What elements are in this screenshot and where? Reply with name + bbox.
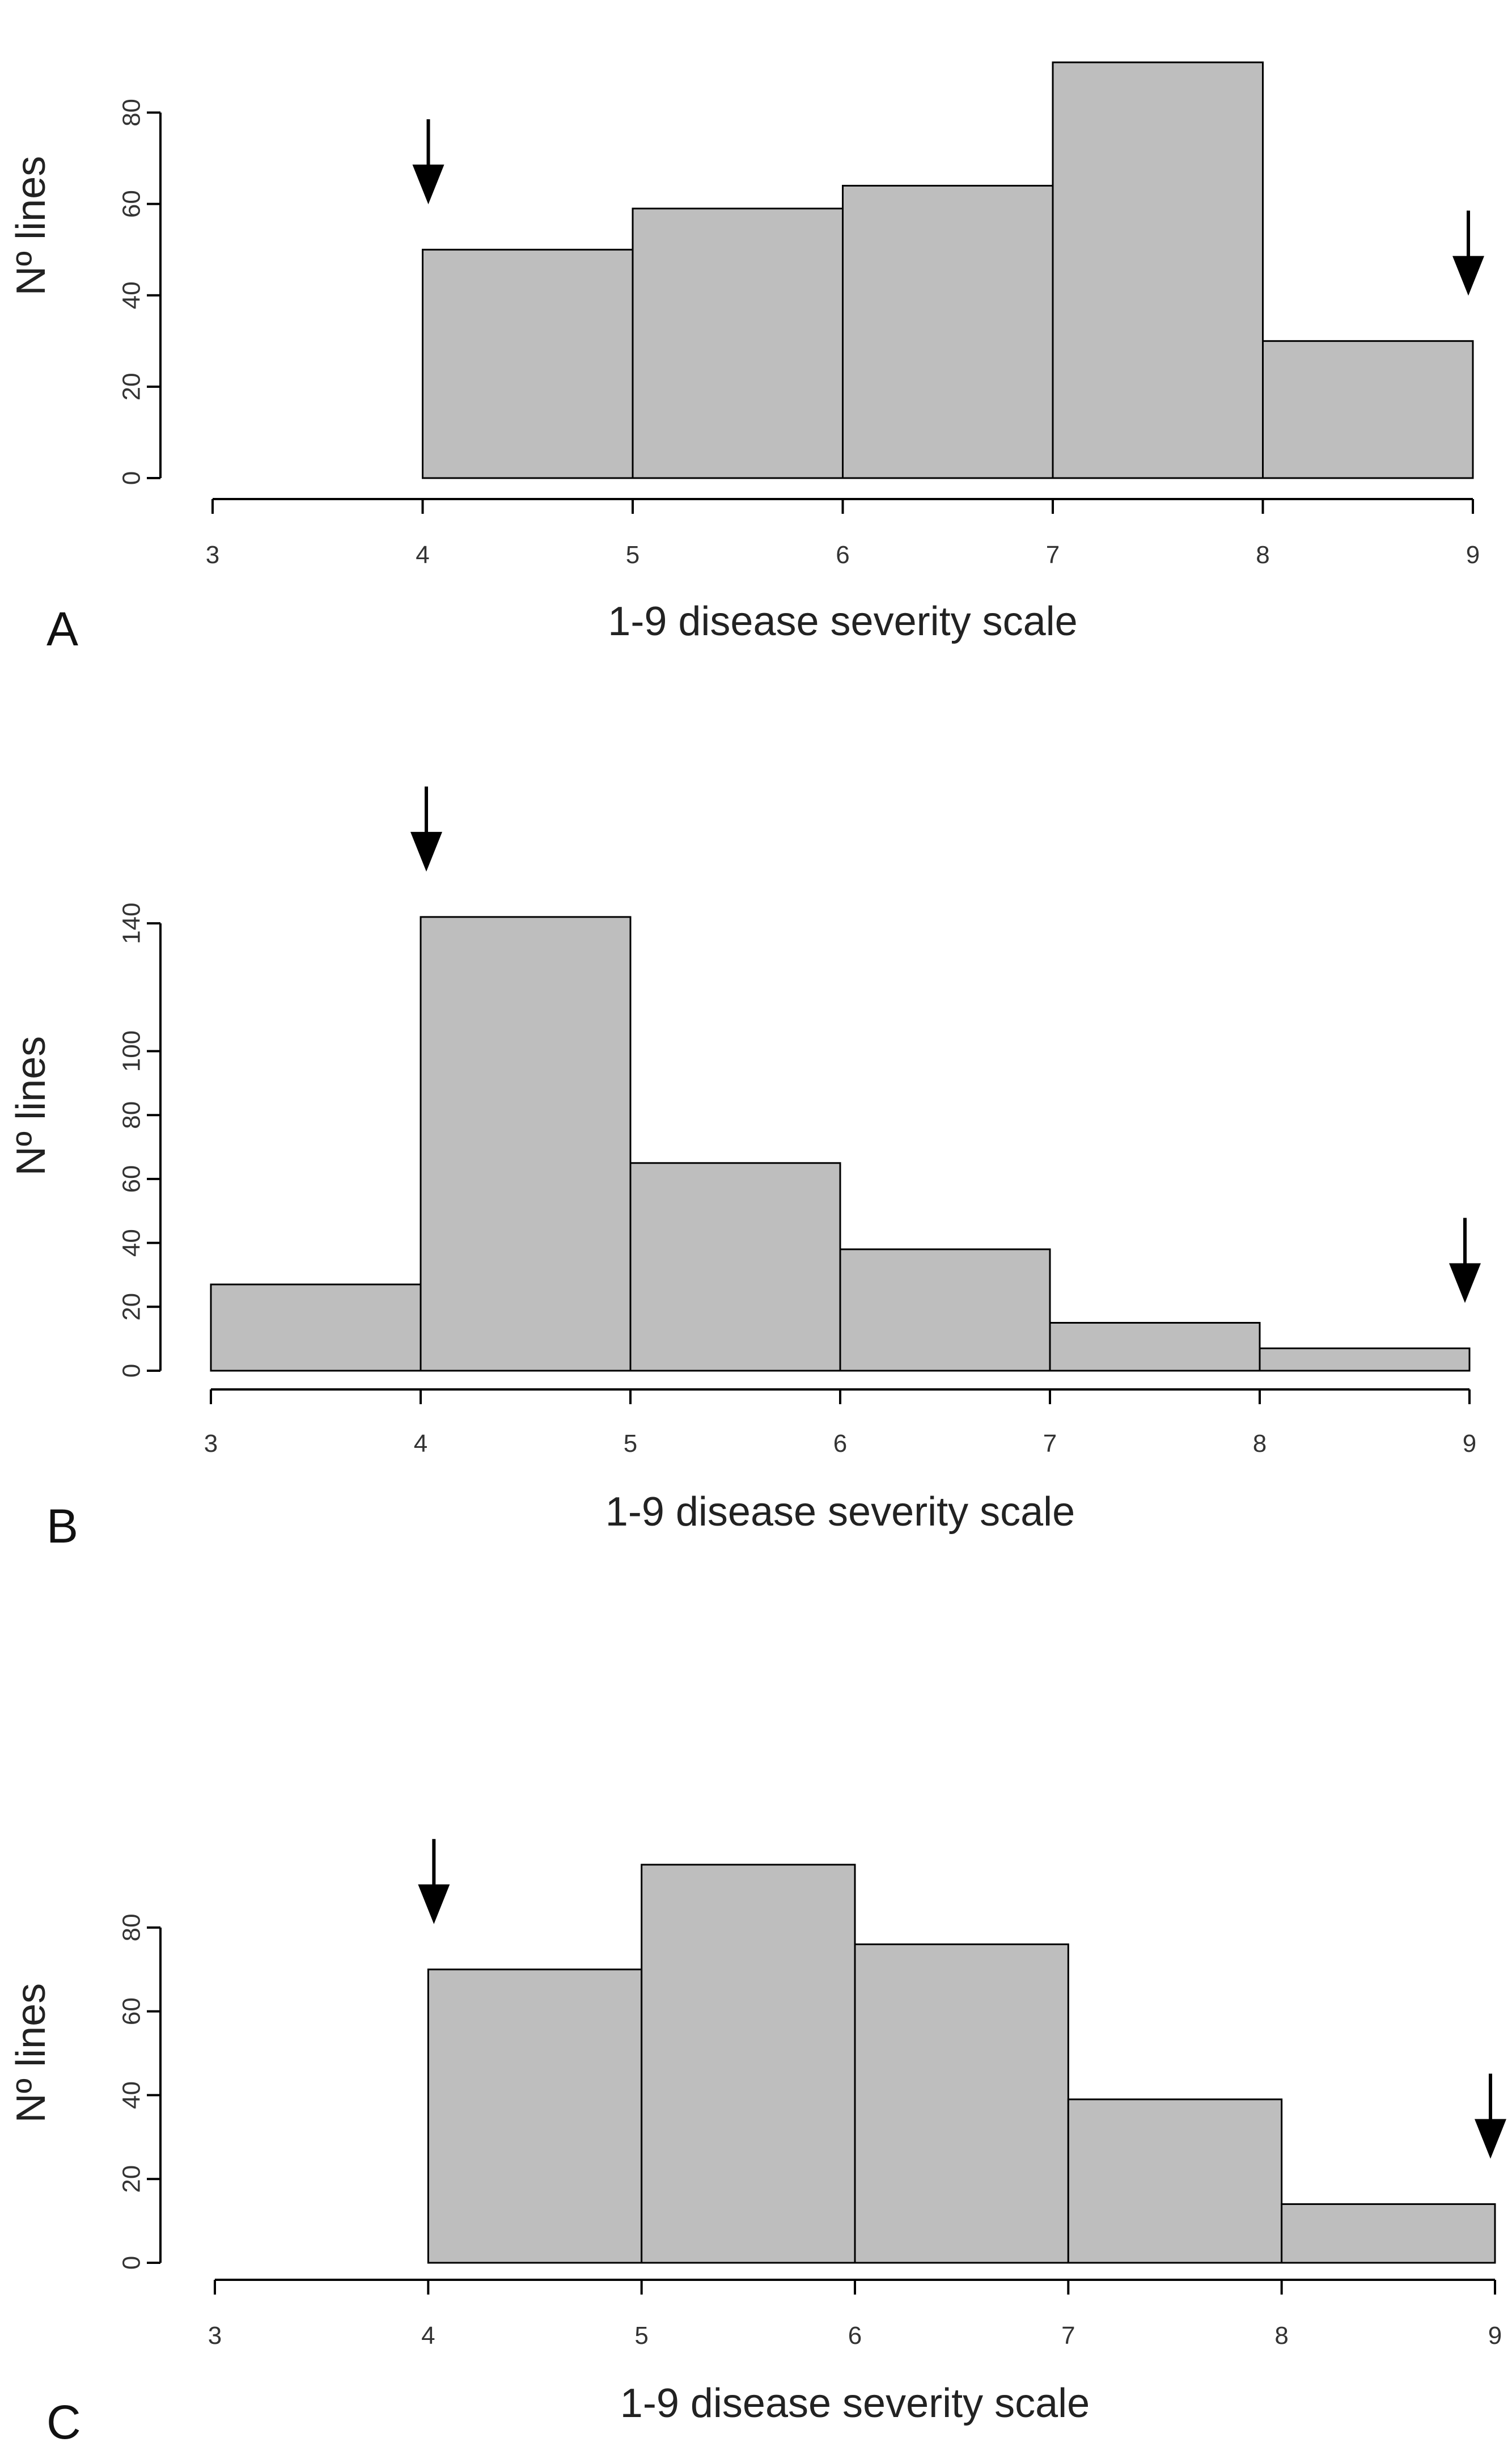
x-tick-label: 3	[204, 1430, 218, 1457]
arrow-marker-4	[410, 786, 442, 872]
x-tick-label: 6	[848, 2322, 862, 2350]
y-tick-label: 0	[118, 1364, 146, 1378]
x-tick-label: 5	[626, 541, 639, 569]
bar-5-6	[629, 1162, 841, 1372]
y-tick-label: 60	[118, 190, 146, 218]
bar-3-4	[210, 1283, 422, 1372]
histogram-panel-a: 0 20 40 60 80 3 4 5 6 7 8 9 1-9 disease severity sca…	[9, 61, 1484, 656]
histogram-panel-b: 0 20 40 60 80 100 140 3 4 5 6 7 8 9 1-9 disease severi…	[9, 786, 1481, 1553]
bar-8-9	[1262, 340, 1474, 479]
x-tick-label: 8	[1274, 2322, 1288, 2350]
y-tick-label: 40	[118, 1229, 146, 1257]
x-tick-label: 3	[208, 2322, 222, 2350]
y-tick-label: 80	[118, 1913, 146, 1941]
x-tick-label: 4	[416, 541, 429, 569]
bar-7-8	[1052, 61, 1264, 479]
y-tick-label: 60	[118, 1997, 146, 2025]
y-axis-title: Nº lines	[9, 1983, 54, 2123]
bar-4-5	[422, 248, 634, 479]
y-tick-label: 40	[118, 2081, 146, 2109]
x-tick-label: 4	[421, 2322, 435, 2350]
bar-7-8	[1049, 1321, 1261, 1372]
y-axis-title: Nº lines	[9, 1036, 54, 1176]
y-axis-title: Nº lines	[9, 156, 54, 295]
bar-6-7	[842, 184, 1054, 479]
y-tick-label: 40	[118, 281, 146, 309]
panel-label: B	[46, 1499, 78, 1553]
x-axis-title: 1-9 disease severity scale	[608, 599, 1077, 644]
y-tick-label: 100	[118, 1030, 146, 1072]
panel-label: A	[46, 602, 78, 656]
histogram-panel-c: 0 20 40 60 80 3 4 5 6 7 8 9 1-9 disease severity sca…	[9, 1839, 1506, 2442]
y-tick-label: 80	[118, 1101, 146, 1129]
bar-8-9	[1281, 2203, 1496, 2264]
y-tick-label: 0	[118, 471, 146, 485]
panel-label: C	[46, 2395, 81, 2442]
y-tick-label: 60	[118, 1165, 146, 1193]
bar-5-6	[632, 208, 844, 479]
x-tick-label: 5	[624, 1430, 637, 1457]
arrow-marker-9	[1449, 1218, 1481, 1303]
x-axis-title: 1-9 disease severity scale	[605, 1489, 1075, 1535]
x-tick-label: 6	[833, 1430, 847, 1457]
y-tick-label: 20	[118, 373, 146, 400]
y-tick-label: 0	[118, 2256, 146, 2270]
arrow-marker-4	[412, 119, 444, 205]
bar-5-6	[641, 1864, 856, 2264]
y-tick-label: 20	[118, 1293, 146, 1321]
x-tick-label: 4	[414, 1430, 427, 1457]
x-tick-label: 9	[1463, 1430, 1476, 1457]
bar-7-8	[1067, 2098, 1283, 2264]
x-tick-label: 8	[1253, 1430, 1267, 1457]
arrow-marker-9	[1475, 2073, 1506, 2159]
bar-4-5	[420, 916, 632, 1372]
arrow-marker-4	[418, 1839, 450, 1924]
x-tick-label: 9	[1466, 541, 1480, 569]
x-tick-label: 5	[634, 2322, 648, 2350]
y-tick-label: 80	[118, 99, 146, 126]
x-tick-label: 6	[836, 541, 849, 569]
bar-8-9	[1259, 1347, 1471, 1372]
x-tick-label: 7	[1046, 541, 1060, 569]
bar-6-7	[854, 1943, 1069, 2264]
x-tick-label: 9	[1488, 2322, 1502, 2350]
x-axis-title: 1-9 disease severity scale	[620, 2381, 1090, 2426]
y-tick-label: 20	[118, 2165, 146, 2193]
bar-4-5	[427, 1968, 643, 2264]
y-tick-label: 140	[118, 902, 146, 944]
x-tick-label: 7	[1043, 1430, 1057, 1457]
x-tick-label: 7	[1061, 2322, 1075, 2350]
x-tick-label: 8	[1256, 541, 1269, 569]
x-tick-label: 3	[206, 541, 219, 569]
bar-6-7	[839, 1248, 1051, 1372]
arrow-marker-9	[1452, 210, 1484, 296]
